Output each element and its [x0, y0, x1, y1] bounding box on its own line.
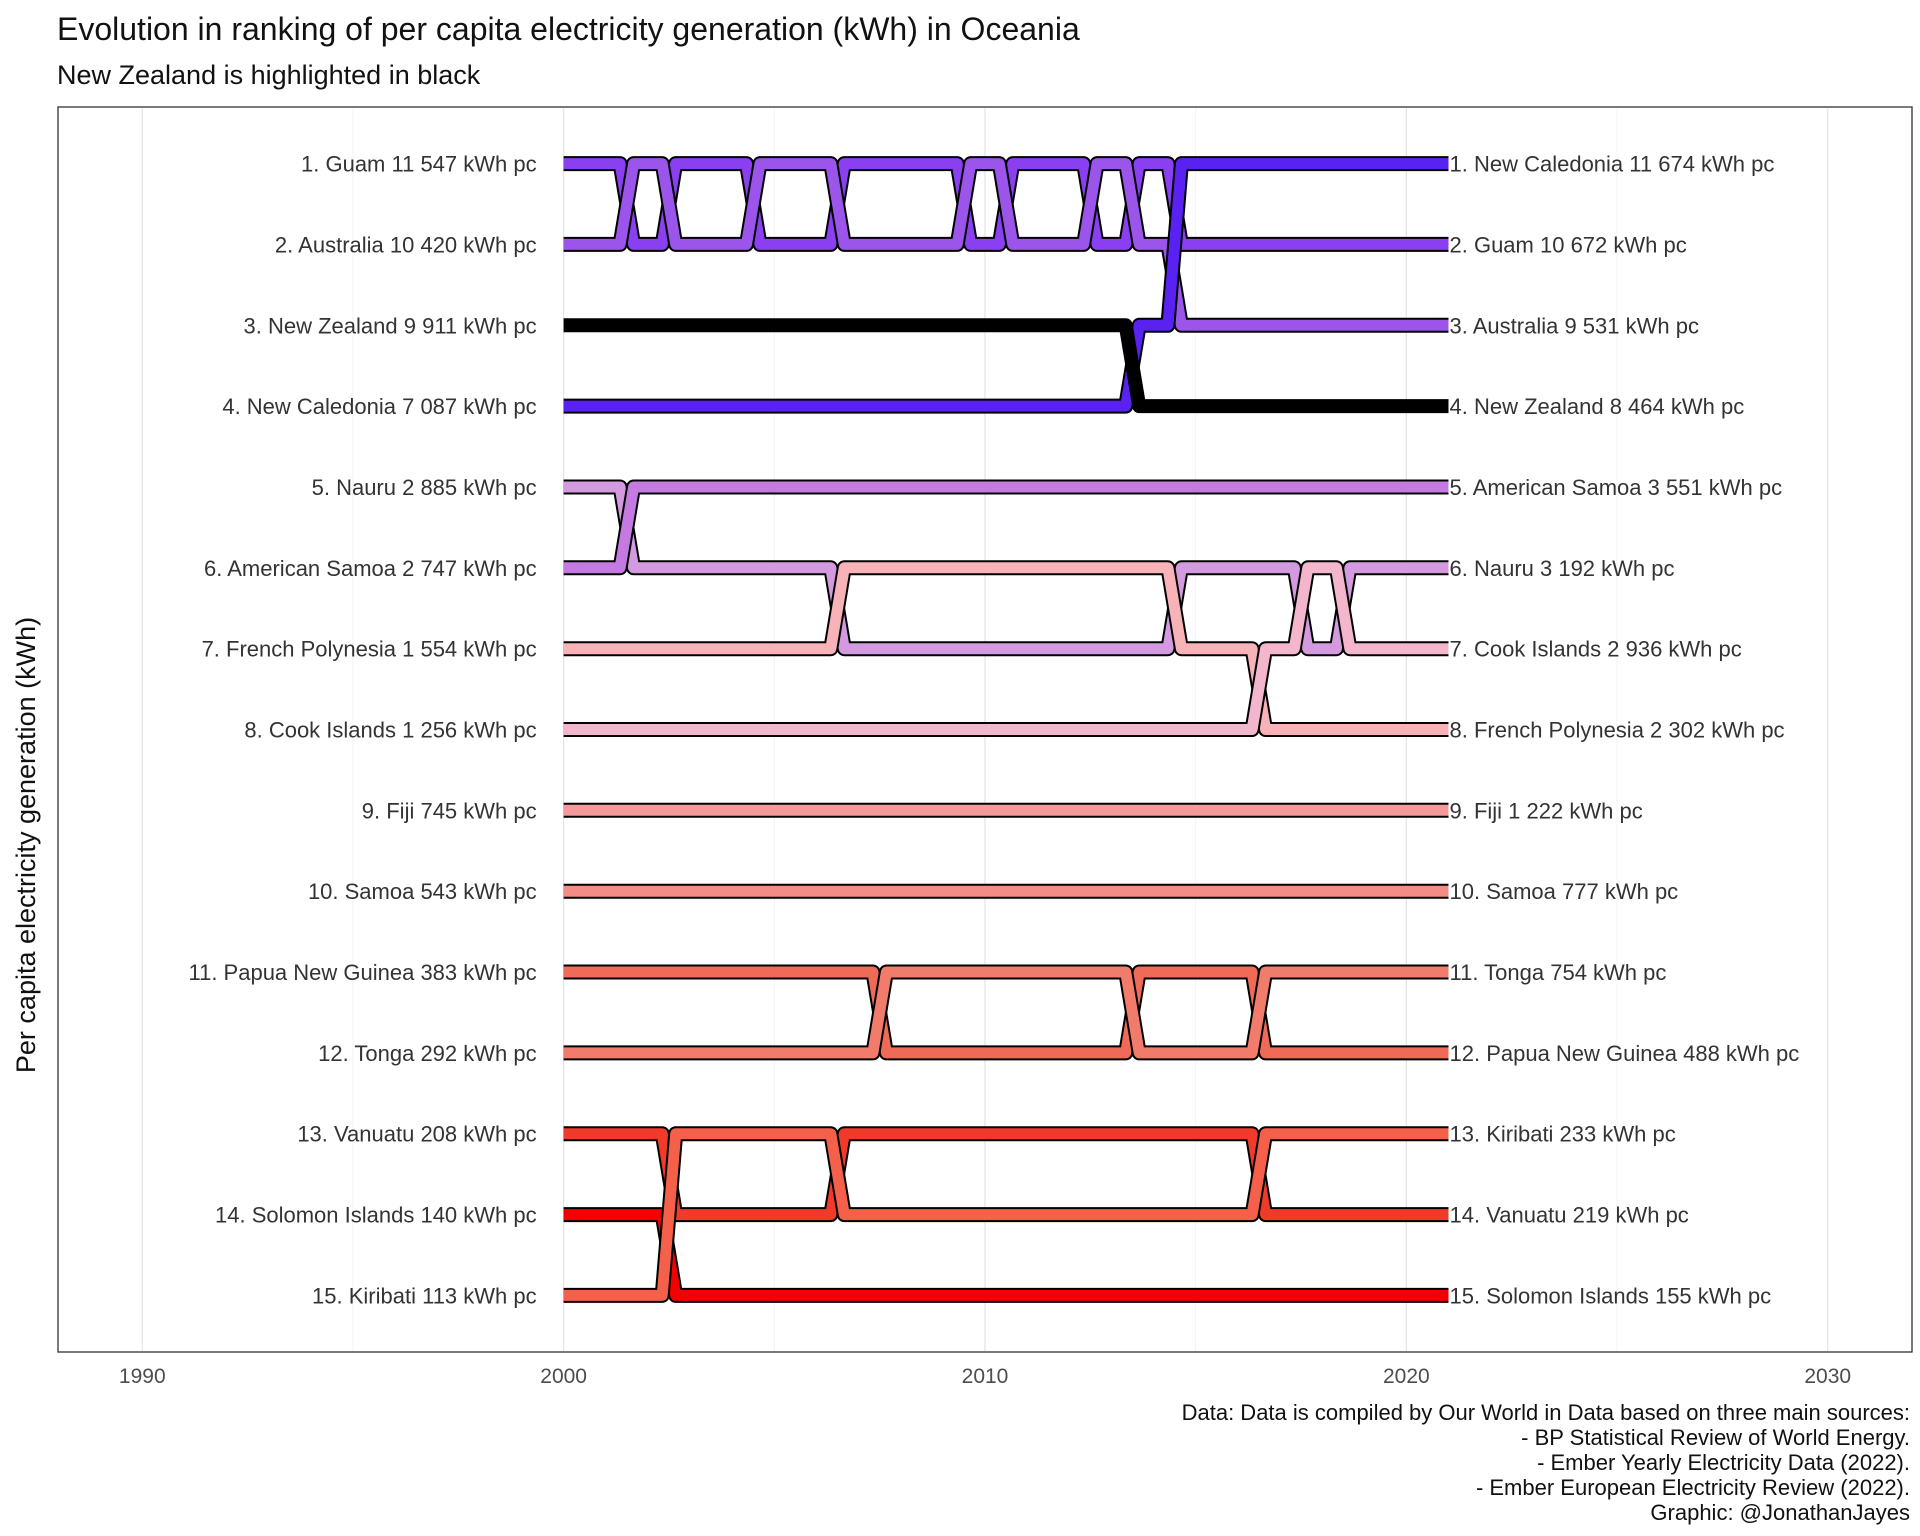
caption: Data: Data is compiled by Our World in D…: [1182, 1400, 1910, 1525]
end-rank-label: 15. Solomon Islands 155 kWh pc: [1450, 1283, 1772, 1308]
end-rank-label: 5. American Samoa 3 551 kWh pc: [1450, 475, 1783, 500]
start-rank-label: 10. Samoa 543 kWh pc: [308, 879, 537, 904]
series-line: [563, 158, 1449, 412]
series-line: [563, 318, 1449, 414]
end-rank-label: 4. New Zealand 8 464 kWh pc: [1450, 394, 1745, 419]
start-rank-label: 4. New Caledonia 7 087 kWh pc: [222, 394, 536, 419]
end-rank-label: 12. Papua New Guinea 488 kWh pc: [1450, 1041, 1800, 1066]
series-kiribati: [563, 1126, 1449, 1303]
series-french-polynesia: [563, 560, 1449, 737]
start-rank-label: 6. American Samoa 2 747 kWh pc: [204, 556, 537, 581]
series-american-samoa: [563, 479, 1449, 576]
end-rank-label: 11. Tonga 754 kWh pc: [1450, 960, 1667, 985]
series-line: [563, 966, 1449, 1059]
end-rank-label: 9. Fiji 1 222 kWh pc: [1450, 798, 1643, 823]
caption-line: - Ember Yearly Electricity Data (2022).: [1537, 1450, 1910, 1475]
series-papua-new-guinea: [563, 964, 1449, 1061]
end-rank-label: 14. Vanuatu 219 kWh pc: [1450, 1203, 1689, 1228]
x-tick-label: 1990: [119, 1365, 166, 1388]
x-tick-label: 2000: [540, 1365, 587, 1388]
start-rank-label: 8. Cook Islands 1 256 kWh pc: [244, 718, 536, 743]
series-outline: [563, 964, 1449, 1061]
panel-border: [57, 106, 1913, 1353]
start-rank-label: 15. Kiribati 113 kWh pc: [312, 1283, 537, 1308]
series-line: [563, 966, 1449, 1059]
caption-line: - BP Statistical Review of World Energy.: [1521, 1425, 1910, 1450]
chart-title: Evolution in ranking of per capita elect…: [57, 11, 1080, 47]
start-rank-label: 5. Nauru 2 885 kWh pc: [312, 475, 537, 500]
end-rank-label: 13. Kiribati 233 kWh pc: [1450, 1122, 1676, 1147]
x-tick-label: 2010: [962, 1365, 1009, 1388]
series-line: [563, 1128, 1449, 1221]
end-rank-label: 10. Samoa 777 kWh pc: [1450, 879, 1679, 904]
series-outline: [563, 479, 1449, 576]
caption-line: Data: Data is compiled by Our World in D…: [1182, 1400, 1910, 1425]
end-labels: 1. New Caledonia 11 674 kWh pc 2. Guam 10…: [1450, 152, 1800, 1309]
series-line: [563, 562, 1449, 735]
series-outline: [563, 1207, 1449, 1303]
series-line: [563, 481, 1449, 655]
start-rank-label: 7. French Polynesia 1 554 kWh pc: [202, 637, 537, 662]
plot-panel: 1. Guam 11 547 kWh pc 2. Australia 10 420…: [57, 106, 1913, 1353]
end-rank-label: 3. Australia 9 531 kWh pc: [1450, 313, 1699, 338]
series-line: [563, 1209, 1449, 1301]
chart-subtitle: New Zealand is highlighted in black: [57, 60, 481, 90]
end-rank-label: 7. Cook Islands 2 936 kWh pc: [1450, 637, 1742, 662]
caption-line: - Ember European Electricity Review (202…: [1476, 1475, 1910, 1500]
start-rank-label: 14. Solomon Islands 140 kWh pc: [215, 1203, 537, 1228]
series-vanuatu: [563, 1126, 1449, 1223]
x-tick-label: 2020: [1383, 1365, 1430, 1388]
start-rank-label: 3. New Zealand 9 911 kWh pc: [244, 313, 537, 338]
start-labels: 1. Guam 11 547 kWh pc 2. Australia 10 420…: [188, 152, 536, 1309]
start-rank-label: 9. Fiji 745 kWh pc: [362, 798, 537, 823]
series-solomon-islands: [563, 1207, 1449, 1303]
series-tonga: [563, 964, 1449, 1061]
series-nauru: [563, 479, 1449, 657]
series-layer: [563, 156, 1449, 1303]
start-rank-label: 12. Tonga 292 kWh pc: [318, 1041, 537, 1066]
grid-lines: [141, 108, 1829, 1351]
series-outline: [563, 1126, 1449, 1223]
x-axis-ticks: 1990 2000 2010 2020 2030: [119, 1365, 1851, 1388]
series-cook-islands: [563, 560, 1449, 737]
start-rank-label: 2. Australia 10 420 kWh pc: [275, 232, 537, 257]
series-line: [563, 481, 1449, 574]
series-new-zealand: [563, 318, 1449, 414]
series-outline: [563, 964, 1449, 1061]
start-rank-label: 13. Vanuatu 208 kWh pc: [297, 1122, 536, 1147]
start-rank-label: 1. Guam 11 547 kWh pc: [301, 152, 537, 177]
end-rank-label: 2. Guam 10 672 kWh pc: [1450, 232, 1687, 257]
series-line: [563, 562, 1449, 735]
series-guam: [563, 156, 1449, 252]
y-axis-title: Per capita electricity generation (kWh): [11, 617, 41, 1073]
end-rank-label: 6. Nauru 3 192 kWh pc: [1450, 556, 1675, 581]
x-tick-label: 2030: [1804, 1365, 1851, 1388]
series-australia: [563, 156, 1449, 333]
series-line: [563, 1128, 1449, 1301]
start-rank-label: 11. Papua New Guinea 383 kWh pc: [188, 960, 536, 985]
series-line: [563, 158, 1449, 250]
end-rank-label: 1. New Caledonia 11 674 kWh pc: [1450, 152, 1775, 177]
end-rank-label: 8. French Polynesia 2 302 kWh pc: [1450, 718, 1785, 743]
caption-line: Graphic: @JonathanJayes: [1650, 1500, 1910, 1525]
series-line: [563, 158, 1449, 331]
series-new-caledonia: [563, 156, 1449, 414]
